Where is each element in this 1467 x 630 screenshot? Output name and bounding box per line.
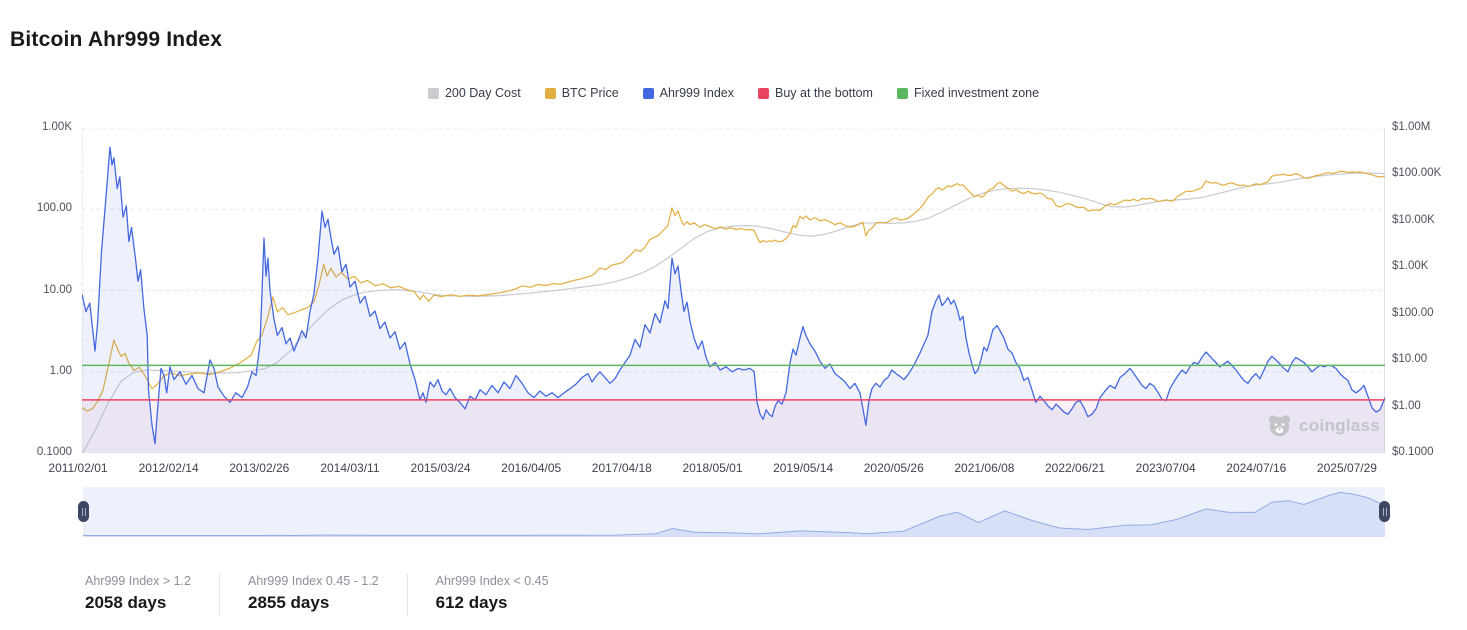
- y-axis-label-left: 10.00: [43, 283, 72, 296]
- coinglass-watermark-text: coinglass: [1299, 415, 1381, 435]
- x-axis-label: 2013/02/26: [229, 461, 290, 475]
- legend-swatch: [642, 87, 654, 99]
- x-axis-label: 2017/04/18: [591, 461, 652, 475]
- series-line-200-day-cost: [82, 172, 1385, 453]
- navigator-area: [83, 492, 1385, 537]
- legend-label: Fixed investment zone: [913, 86, 1040, 100]
- y-axis-label-left: 1.00: [49, 364, 72, 377]
- legend-swatch: [427, 87, 439, 99]
- stat-below-0-45: Ahr999 Index < 0.45 612 days: [436, 574, 549, 613]
- y-axis-label-left: 1.00K: [41, 121, 72, 133]
- x-axis-label: 2014/03/11: [320, 461, 380, 475]
- legend-item-fixed-investment-zone[interactable]: Fixed investment zone: [896, 86, 1040, 100]
- x-axis-label: 2022/06/21: [1045, 461, 1106, 475]
- legend-label: Ahr999 Index: [659, 86, 734, 100]
- stats-row: Ahr999 Index > 1.2 2058 days Ahr999 Inde…: [85, 574, 577, 616]
- y-axis-label-right: $0.1000: [1392, 446, 1434, 458]
- x-axis-label: 2019/05/14: [773, 461, 834, 475]
- chart-legend: 200 Day Cost BTC Price Ahr999 Index Buy at …: [0, 86, 1467, 100]
- stat-value: 2058 days: [85, 593, 167, 612]
- series-line-btc-price: [82, 170, 1385, 412]
- legend-swatch: [544, 87, 556, 99]
- legend-item-ahr999-index[interactable]: Ahr999 Index: [642, 86, 734, 100]
- x-axis-label: 2016/04/05: [501, 461, 562, 475]
- legend-swatch: [758, 87, 769, 99]
- y-axis-label-right: $10.00: [1392, 353, 1428, 366]
- legend-label: 200 Day Cost: [444, 86, 521, 100]
- stat-between-0-45-and-1-2: Ahr999 Index 0.45 - 1.2 2855 days: [248, 574, 379, 613]
- legend-label: BTC Price: [561, 86, 619, 100]
- navigator-line: [83, 491, 1385, 537]
- navigator-right-handle[interactable]: [1379, 501, 1390, 522]
- stat-divider: [406, 574, 408, 616]
- stat-above-1-2: Ahr999 Index > 1.2 2058 days: [85, 574, 191, 613]
- range-navigator[interactable]: [78, 487, 1390, 537]
- x-axis-label: 2025/07/29: [1316, 461, 1377, 475]
- page-title: Bitcoin Ahr999 Index: [10, 28, 223, 51]
- coinglass-watermark: coinglass: [1266, 412, 1380, 439]
- x-axis-label: 2024/07/16: [1226, 461, 1287, 475]
- series-area-ahr999-index: [82, 147, 1385, 453]
- stat-label: Ahr999 Index < 0.45: [435, 574, 549, 588]
- x-axis-label: 2023/07/04: [1135, 461, 1196, 475]
- stat-value: 612 days: [435, 593, 508, 612]
- x-axis-label: 2021/06/08: [954, 461, 1015, 475]
- legend-swatch: [896, 87, 908, 99]
- x-axis-label: 2018/05/01: [682, 461, 743, 475]
- stat-divider: [218, 574, 220, 616]
- y-axis-label-left: 100.00: [36, 202, 72, 215]
- x-axis-label: 2012/02/14: [138, 461, 199, 475]
- coinglass-bear-icon: [1268, 415, 1291, 437]
- x-axis-label: 2020/05/26: [863, 461, 924, 475]
- series-line-ahr999-index: [82, 146, 1385, 445]
- stat-label: Ahr999 Index > 1.2: [85, 574, 191, 588]
- y-axis-label-left: 0.1000: [36, 446, 72, 458]
- y-axis-label-right: $1.00: [1392, 399, 1421, 412]
- stat-label: Ahr999 Index 0.45 - 1.2: [247, 574, 379, 588]
- x-axis-label: 2015/03/24: [410, 461, 471, 475]
- y-axis-label-right: $10.00K: [1392, 213, 1435, 226]
- navigator-mini-chart: [83, 491, 1385, 537]
- y-axis-label-right: $100.00: [1392, 306, 1434, 319]
- legend-label: Buy at the bottom: [775, 86, 873, 100]
- stat-value: 2855 days: [247, 593, 330, 612]
- x-axis-label: 2011/02/01: [48, 461, 108, 475]
- y-axis-label-right: $1.00M: [1392, 121, 1431, 133]
- buy-at-the-bottom-zone: [82, 399, 1385, 453]
- legend-item-buy-at-the-bottom[interactable]: Buy at the bottom: [758, 86, 873, 100]
- legend-item-200-day-cost[interactable]: 200 Day Cost: [427, 86, 521, 100]
- main-chart-svg[interactable]: [82, 128, 1385, 453]
- y-axis-label-right: $100.00K: [1392, 167, 1442, 180]
- y-axis-label-right: $1.00K: [1392, 260, 1429, 273]
- navigator-left-handle[interactable]: [78, 501, 89, 522]
- legend-item-btc-price[interactable]: BTC Price: [544, 86, 619, 100]
